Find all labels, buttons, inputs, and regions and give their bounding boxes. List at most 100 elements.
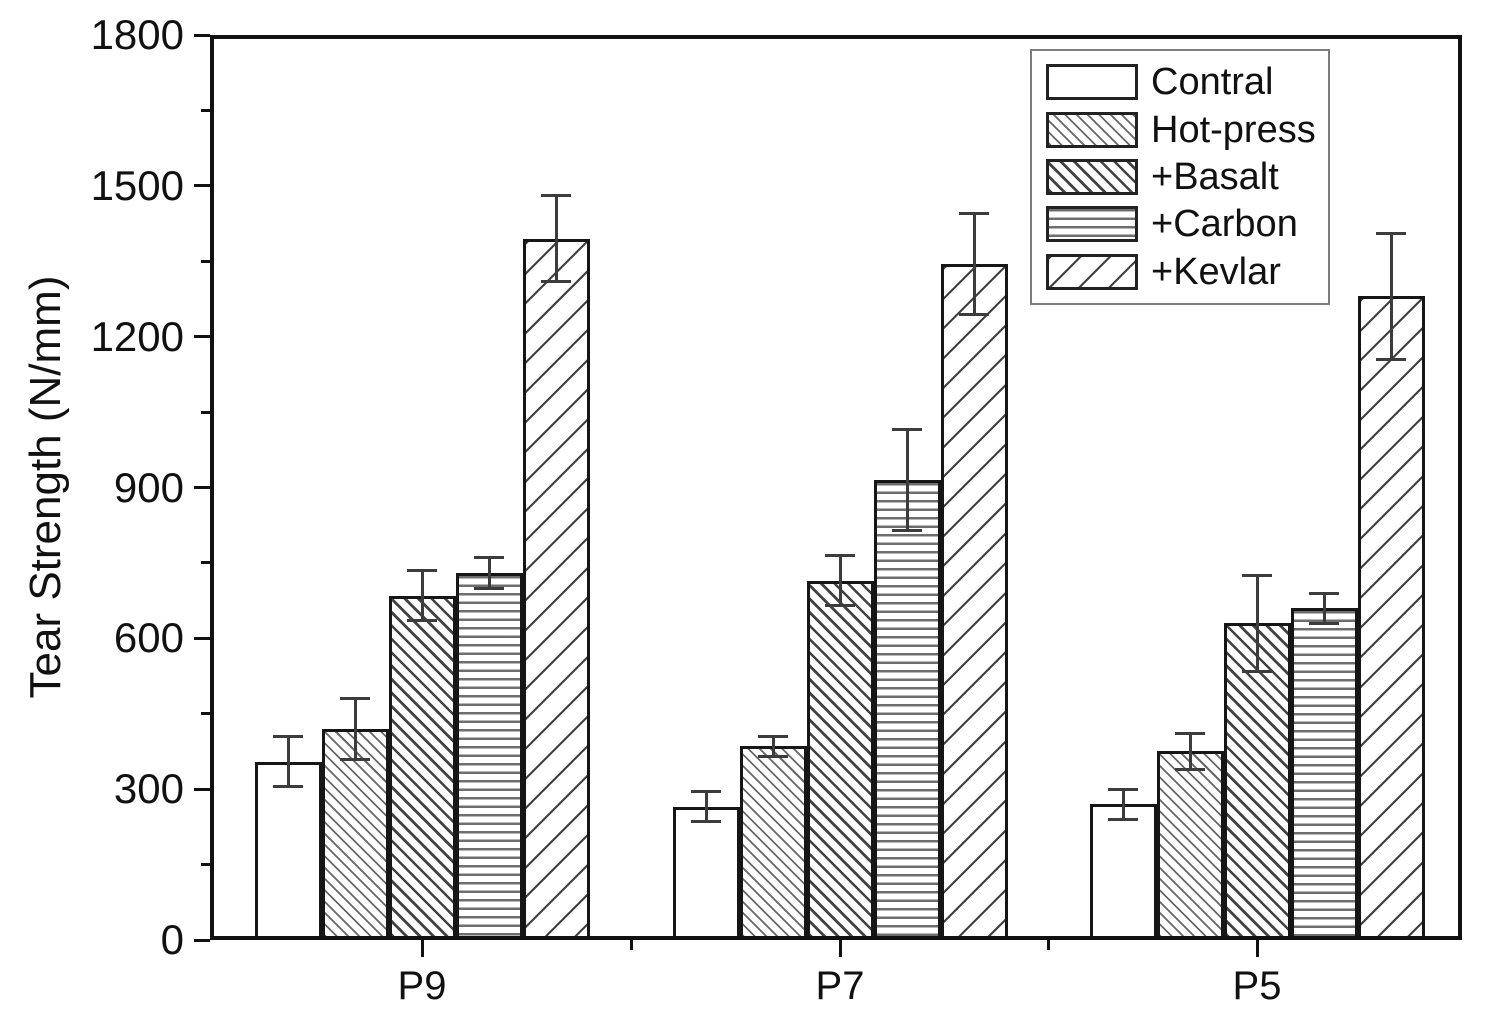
bar-P9-+Carbon (455, 572, 523, 940)
errorbar-P7-Hot-press (771, 736, 775, 757)
legend-entry-+Kevlar: +Kevlar (1046, 252, 1324, 292)
x-tick-label: P7 (815, 964, 865, 1008)
errorbar-cap (691, 820, 721, 824)
errorbar-cap (1175, 732, 1205, 736)
errorbar-cap (541, 194, 571, 198)
bar-P9-+Basalt (388, 595, 456, 940)
bar-P9-Hot-press (321, 728, 389, 940)
errorbar-cap (407, 619, 437, 623)
bar-P5-Hot-press (1156, 751, 1224, 940)
errorbar-P7-Contral (704, 791, 708, 822)
errorbar-P7-+Carbon (905, 429, 909, 531)
bar-P5-Contral (1089, 804, 1157, 940)
errorbar-cap (1175, 767, 1205, 771)
errorbar-P9-+Carbon (487, 557, 491, 589)
bar-P7-+Basalt (806, 580, 874, 940)
legend-swatch-hatch-backslash-fine (1046, 111, 1138, 148)
x-tick-label: P9 (397, 964, 447, 1008)
x-major-tick (1255, 940, 1259, 957)
bar-P7-+Kevlar (940, 263, 1008, 940)
errorbar-cap (892, 428, 922, 432)
bar-P5-+Carbon (1290, 608, 1358, 940)
errorbar-cap (1309, 621, 1339, 625)
errorbar-cap (273, 785, 303, 789)
errorbar-cap (474, 556, 504, 560)
y-major-tick (194, 787, 210, 791)
y-major-tick (194, 335, 210, 339)
bar-P5-+Kevlar (1357, 296, 1425, 940)
y-tick-label: 600 (113, 614, 184, 662)
y-tick-label: 0 (160, 916, 184, 963)
y-major-tick (194, 33, 210, 37)
errorbar-cap (691, 790, 721, 794)
y-tick-label: 1200 (90, 312, 184, 360)
y-tick-label: 300 (113, 765, 184, 813)
y-minor-tick (201, 259, 210, 263)
y-major-tick (194, 184, 210, 188)
y-minor-tick (201, 410, 210, 414)
bar-P5-+Basalt (1223, 623, 1291, 940)
legend-swatch-hatch-backslash-bold (1046, 158, 1138, 195)
bar-P7-Contral (672, 806, 740, 940)
errorbar-cap (1309, 591, 1339, 595)
legend-label: Hot-press (1151, 108, 1316, 151)
legend-entry-Hot-press: Hot-press (1046, 110, 1324, 150)
y-major-tick (194, 938, 210, 942)
plot-area (194, 33, 1462, 957)
legend-box: Contral Hot-press +Basalt +Carbon +Kevlar (1030, 49, 1330, 305)
x-minor-tick (629, 940, 633, 950)
x-minor-tick (1047, 940, 1050, 950)
errorbar-cap (273, 734, 303, 738)
legend-entry-+Carbon: +Carbon (1046, 204, 1324, 244)
legend-swatch-solid-white (1046, 64, 1138, 101)
errorbar-cap (825, 553, 855, 557)
bar-P9-Contral (254, 761, 322, 940)
errorbar-P5-Hot-press (1188, 733, 1192, 770)
errorbar-P9-+Kevlar (554, 195, 558, 282)
errorbar-cap (1242, 573, 1272, 577)
errorbar-cap (825, 604, 855, 608)
errorbar-P5-Contral (1121, 789, 1125, 820)
y-minor-tick (201, 561, 210, 565)
errorbar-cap (1242, 669, 1272, 673)
errorbar-cap (340, 757, 370, 761)
errorbar-cap (758, 734, 788, 738)
errorbar-cap (1108, 817, 1138, 821)
bar-P9-+Kevlar (522, 238, 590, 940)
x-major-tick (838, 940, 842, 957)
legend-label: +Kevlar (1151, 250, 1281, 293)
errorbar-cap (1108, 787, 1138, 791)
errorbar-P5-+Kevlar (1389, 233, 1393, 360)
y-major-tick (194, 636, 210, 640)
y-tick-label: 1800 (90, 11, 184, 58)
legend-entry-+Basalt: +Basalt (1046, 157, 1324, 197)
errorbar-P7-+Basalt (838, 555, 842, 606)
legend-entry-Contral: Contral (1046, 62, 1324, 102)
x-tick-label: P5 (1232, 964, 1282, 1008)
errorbar-P9-+Basalt (420, 570, 424, 621)
y-minor-tick (201, 712, 210, 716)
errorbar-cap (541, 279, 571, 283)
legend-label: Contral (1151, 61, 1274, 104)
errorbar-P9-Contral (286, 736, 290, 787)
y-tick-label: 1500 (90, 161, 184, 209)
errorbar-cap (1376, 232, 1406, 236)
y-minor-tick (201, 863, 210, 867)
x-major-tick (420, 940, 424, 957)
legend-swatch-lines-horizontal (1046, 206, 1138, 243)
errorbar-cap (474, 586, 504, 590)
y-tick-label: 900 (113, 463, 184, 511)
legend-swatch-hatch-slash-wide (1046, 253, 1138, 290)
errorbar-P9-Hot-press (353, 698, 357, 759)
bar-P7-+Carbon (873, 479, 941, 940)
errorbar-cap (340, 697, 370, 701)
errorbar-P5-+Basalt (1255, 575, 1259, 671)
legend-label: +Carbon (1151, 203, 1298, 246)
errorbar-P5-+Carbon (1322, 593, 1326, 624)
errorbar-cap (959, 211, 989, 215)
errorbar-cap (959, 312, 989, 316)
errorbar-cap (1376, 357, 1406, 361)
errorbar-cap (407, 568, 437, 572)
y-major-tick (194, 486, 210, 489)
